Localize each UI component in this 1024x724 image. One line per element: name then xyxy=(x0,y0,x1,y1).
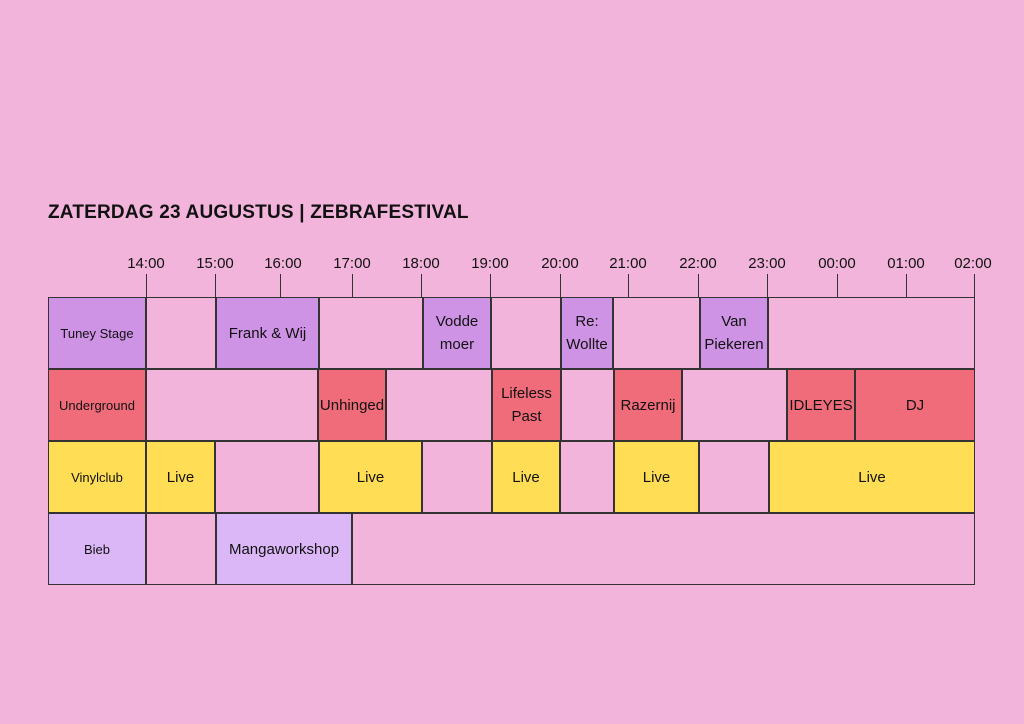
time-label: 14:00 xyxy=(127,255,165,272)
act-block[interactable]: Live xyxy=(769,441,975,513)
act-block[interactable]: IDLEYES xyxy=(787,369,855,441)
empty-slot xyxy=(146,297,216,369)
time-tick xyxy=(906,274,907,297)
empty-slot xyxy=(386,369,492,441)
act-block[interactable]: Frank & Wij xyxy=(216,297,319,369)
act-block[interactable]: Re: Wollte xyxy=(561,297,613,369)
stage-label-vinylclub: Vinylclub xyxy=(48,441,146,513)
empty-slot xyxy=(352,513,975,585)
empty-slot xyxy=(422,441,492,513)
time-tick xyxy=(490,274,491,297)
act-block[interactable]: Mangaworkshop xyxy=(216,513,352,585)
empty-slot xyxy=(613,297,700,369)
time-label: 22:00 xyxy=(679,255,717,272)
empty-slot xyxy=(561,369,614,441)
empty-slot xyxy=(682,369,787,441)
empty-slot xyxy=(768,297,975,369)
time-label: 18:00 xyxy=(402,255,440,272)
time-label: 20:00 xyxy=(541,255,579,272)
time-tick xyxy=(146,274,147,297)
stage-label-underground: Underground xyxy=(48,369,146,441)
time-label: 15:00 xyxy=(196,255,234,272)
time-tick xyxy=(837,274,838,297)
page-title: ZATERDAG 23 AUGUSTUS | ZEBRAFESTIVAL xyxy=(48,202,469,223)
act-block[interactable]: Live xyxy=(319,441,422,513)
time-tick xyxy=(698,274,699,297)
time-tick xyxy=(352,274,353,297)
time-label: 19:00 xyxy=(471,255,509,272)
time-tick xyxy=(974,274,975,297)
time-label: 23:00 xyxy=(748,255,786,272)
time-label: 16:00 xyxy=(264,255,302,272)
time-tick xyxy=(280,274,281,297)
time-tick xyxy=(560,274,561,297)
stage-label-bieb: Bieb xyxy=(48,513,146,585)
act-block[interactable]: Van Piekeren xyxy=(700,297,768,369)
empty-slot xyxy=(560,441,614,513)
time-label: 17:00 xyxy=(333,255,371,272)
act-block[interactable]: DJ xyxy=(855,369,975,441)
time-label: 01:00 xyxy=(887,255,925,272)
empty-slot xyxy=(319,297,423,369)
act-block[interactable]: Live xyxy=(146,441,215,513)
time-label: 00:00 xyxy=(818,255,856,272)
act-block[interactable]: Live xyxy=(492,441,560,513)
empty-slot xyxy=(491,297,561,369)
act-block[interactable]: Live xyxy=(614,441,699,513)
empty-slot xyxy=(699,441,769,513)
time-label: 21:00 xyxy=(609,255,647,272)
stage-label-tuney: Tuney Stage xyxy=(48,297,146,369)
time-tick xyxy=(421,274,422,297)
act-block[interactable]: Lifeless Past xyxy=(492,369,561,441)
act-block[interactable]: Unhinged xyxy=(318,369,386,441)
time-label: 02:00 xyxy=(954,255,992,272)
time-tick xyxy=(628,274,629,297)
empty-slot xyxy=(146,369,318,441)
act-block[interactable]: Razernij xyxy=(614,369,682,441)
time-tick xyxy=(767,274,768,297)
time-tick xyxy=(215,274,216,297)
act-block[interactable]: Vodde moer xyxy=(423,297,491,369)
empty-slot xyxy=(215,441,319,513)
empty-slot xyxy=(146,513,216,585)
